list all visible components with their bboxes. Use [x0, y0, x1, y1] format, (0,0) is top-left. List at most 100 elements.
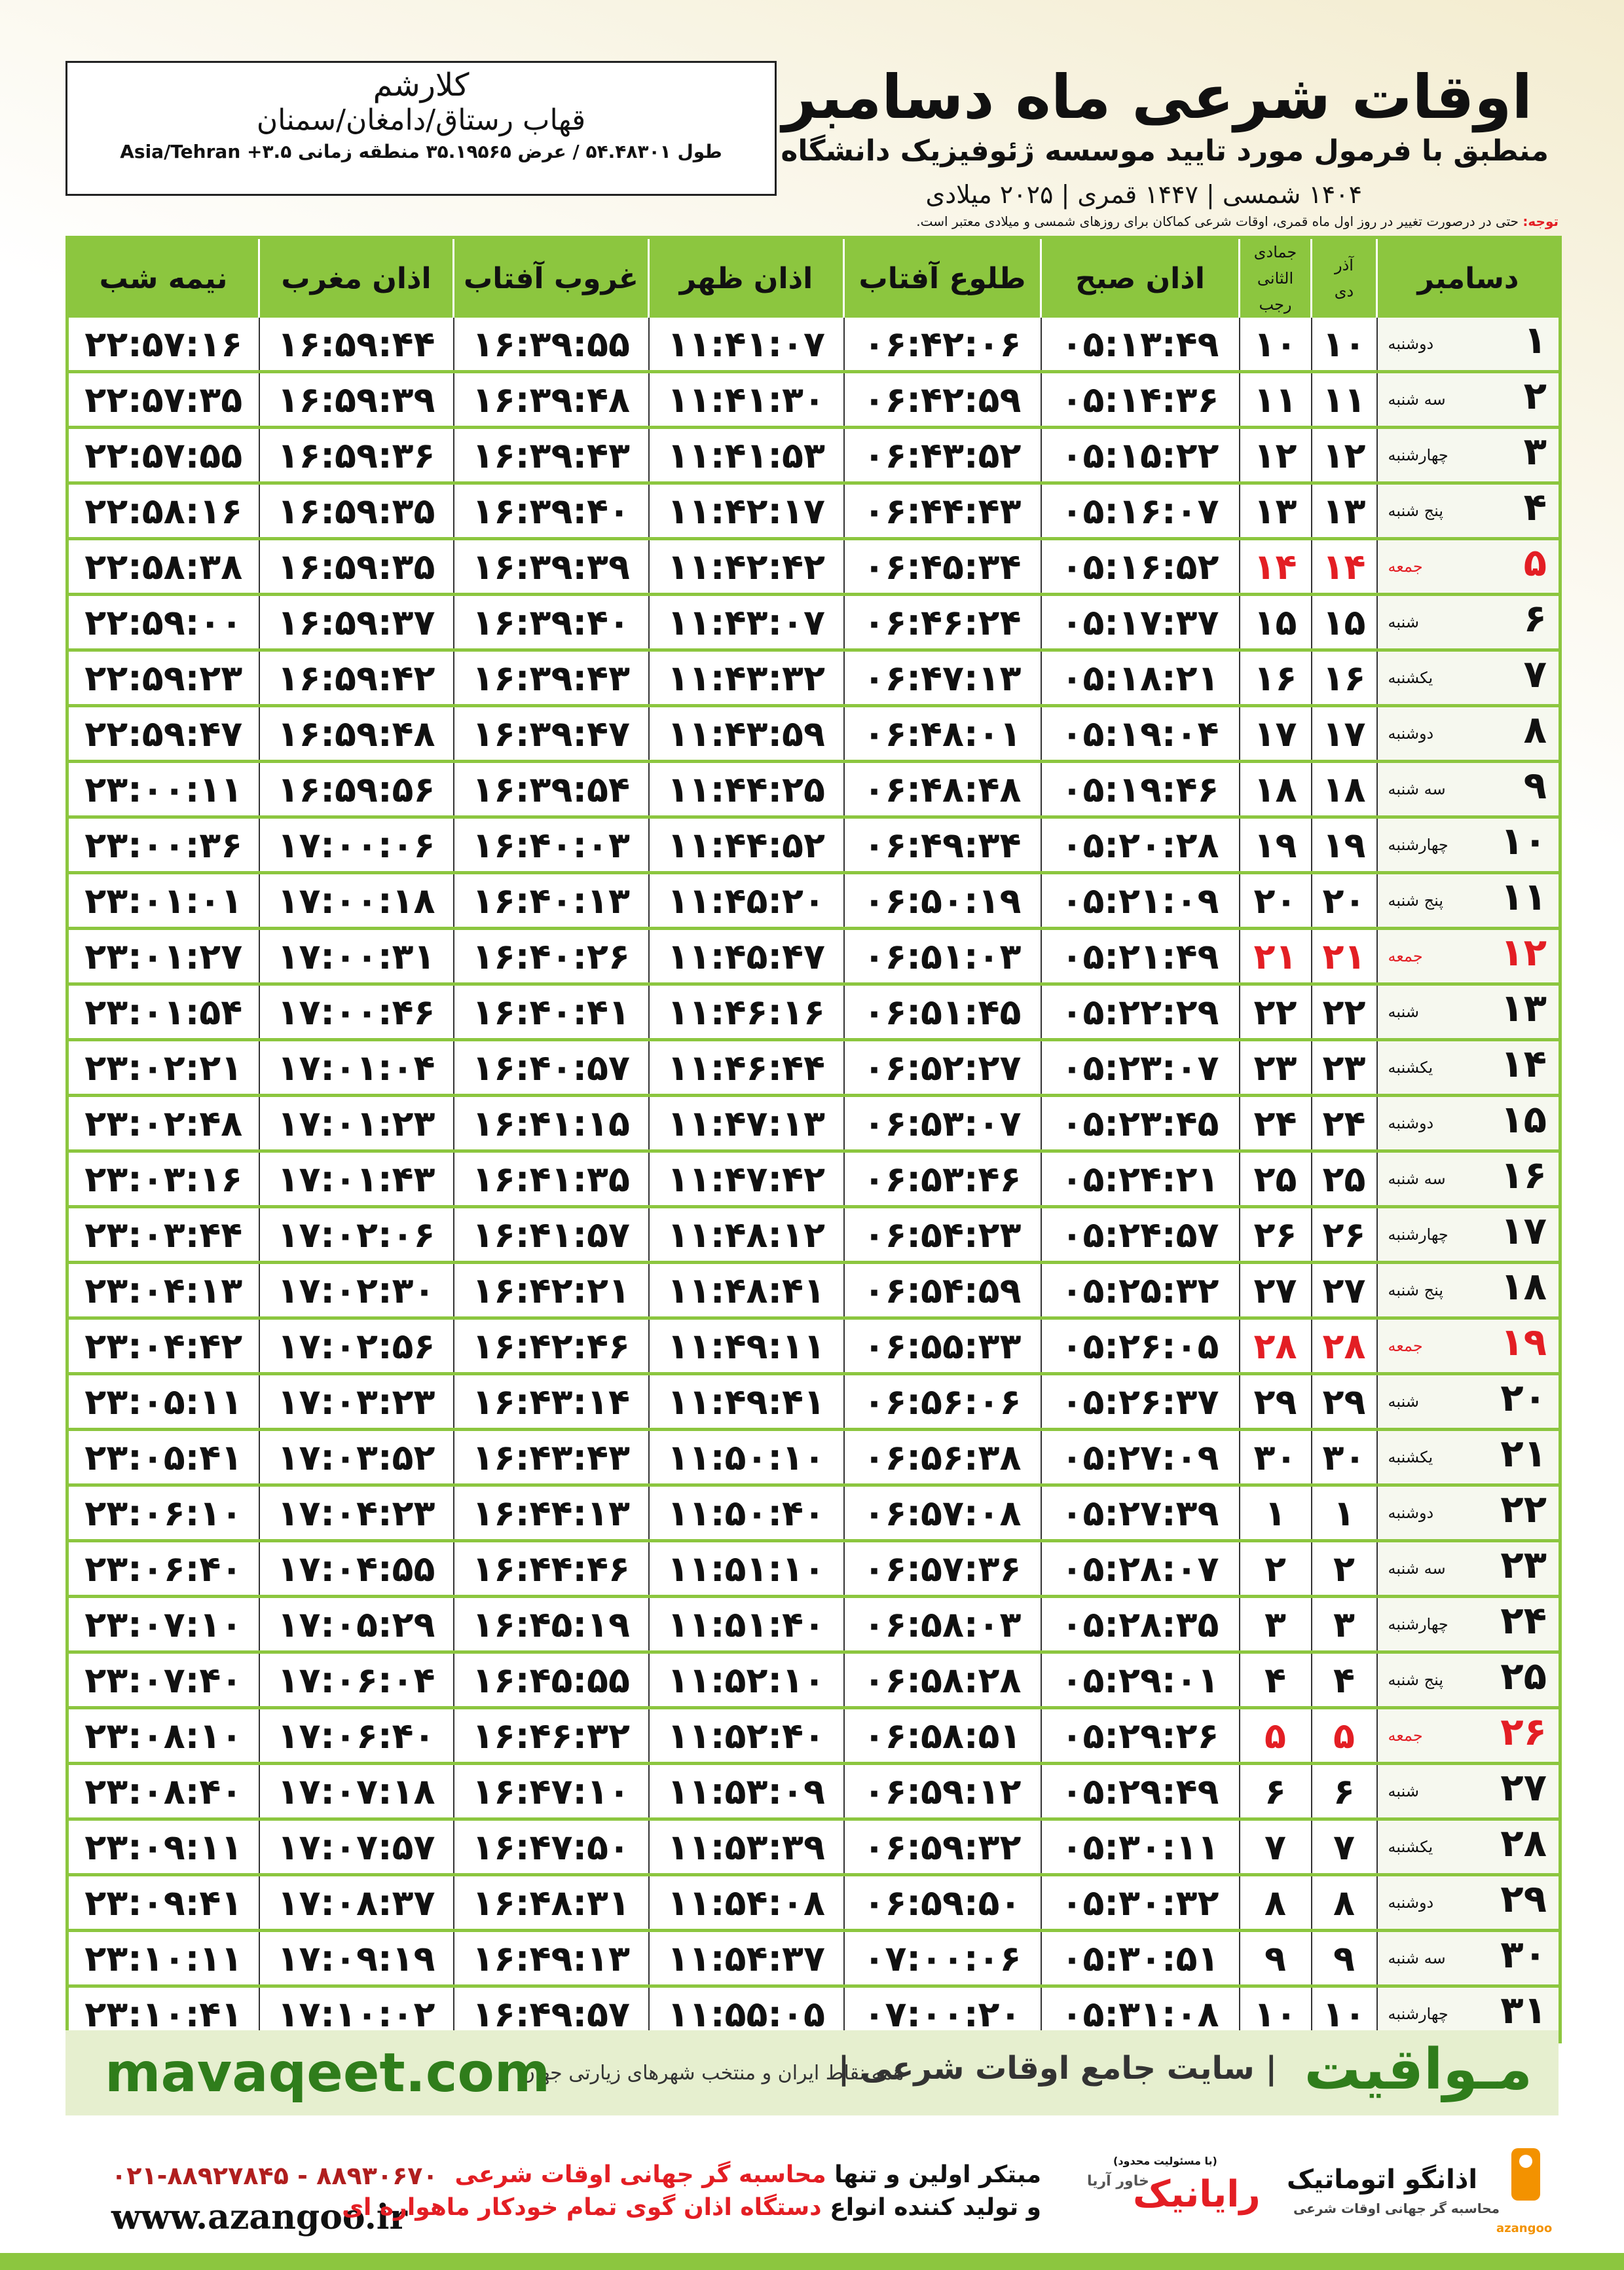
header-row: دسامبر آذر دی جمادی الثانی رجب اذان صبح طلوع آ… — [66, 237, 1560, 318]
time: ۱۱:۵۴:۰۸ — [648, 1874, 844, 1932]
weekday: چهارشنبه — [1388, 1225, 1449, 1244]
weekday: شنبه — [1388, 1782, 1419, 1800]
time: ۱۶:۳۹:۴۳ — [452, 650, 649, 707]
time: ۱۱:۵۳:۳۹ — [648, 1819, 844, 1876]
day-cell: ۲۱ یکشنبه — [1376, 1429, 1560, 1487]
time: ۱۶:۴۴:۱۳ — [452, 1485, 649, 1542]
time: ۰۵:۲۱:۴۹ — [1040, 928, 1240, 986]
row: ۱۴ یکشنبه ۲۳ ۲۳ ۰۵:۲۳:۰۷ ۰۶:۵۲:۲۷ ۱۱:۴۶:۴۴ ۱۶:۴… — [66, 1039, 1560, 1097]
time: ۰۵:۲۳:۰۷ — [1040, 1039, 1240, 1097]
weekday: یکشنبه — [1388, 1838, 1433, 1856]
time: ۲۳:۰۷:۱۰ — [66, 1596, 259, 1654]
day-cell: ۲۴ چهارشنبه — [1376, 1596, 1560, 1654]
time: ۱۷:۰۲:۳۰ — [258, 1262, 454, 1320]
day-number: ۲۱ — [1500, 1431, 1547, 1476]
time: ۱۷:۰۷:۵۷ — [258, 1819, 454, 1876]
time: ۱۷:۰۴:۵۵ — [258, 1540, 454, 1598]
weekday: یکشنبه — [1388, 1058, 1433, 1077]
time: ۱۱:۴۳:۵۹ — [648, 705, 844, 763]
shamsi-day: ۱ — [1310, 1485, 1377, 1542]
row: ۱۶ سه شنبه ۲۵ ۲۵ ۰۵:۲۴:۲۱ ۰۶:۵۳:۴۶ ۱۱:۴۷:۴۲ ۱۶:… — [66, 1151, 1560, 1208]
time: ۰۶:۴۸:۰۱ — [843, 705, 1041, 763]
time: ۱۶:۵۹:۳۶ — [258, 427, 454, 485]
time: ۱۱:۵۱:۱۰ — [648, 1540, 844, 1598]
time: ۰۵:۲۷:۳۹ — [1040, 1485, 1240, 1542]
time: ۱۶:۴۳:۱۴ — [452, 1373, 649, 1431]
hijri-day: ۱۹ — [1238, 817, 1312, 874]
time: ۱۶:۴۷:۵۰ — [452, 1819, 649, 1876]
day-cell: ۶ شنبه — [1376, 594, 1560, 652]
shamsi-day: ۲۹ — [1310, 1373, 1377, 1431]
time: ۱۱:۴۵:۲۰ — [648, 872, 844, 930]
time: ۱۱:۴۱:۳۰ — [648, 371, 844, 429]
day-cell: ۱۹ جمعه — [1376, 1318, 1560, 1375]
time: ۰۵:۱۴:۳۶ — [1040, 371, 1240, 429]
day-cell: ۸ دوشنبه — [1376, 705, 1560, 763]
time: ۰۵:۱۳:۴۹ — [1040, 318, 1240, 373]
hijri-day: ۱ — [1238, 1485, 1312, 1542]
hijri-day: ۲۶ — [1238, 1206, 1312, 1264]
weekday: دوشنبه — [1388, 724, 1434, 743]
time: ۱۷:۰۰:۱۸ — [258, 872, 454, 930]
time: ۱۱:۴۱:۵۳ — [648, 427, 844, 485]
day-number: ۳ — [1523, 429, 1547, 474]
time: ۰۶:۵۶:۰۶ — [843, 1373, 1041, 1431]
hijri-day: ۹ — [1238, 1930, 1312, 1988]
time: ۰۶:۴۳:۵۲ — [843, 427, 1041, 485]
hijri-day: ۳ — [1238, 1596, 1312, 1654]
time: ۱۷:۰۰:۰۶ — [258, 817, 454, 874]
dates: ۱۴۰۴ شمسی | ۱۴۴۷ قمری | ۲۰۲۵ میلادی — [925, 180, 1362, 209]
time: ۰۶:۵۸:۲۸ — [843, 1652, 1041, 1709]
col-header: دسامبر — [1376, 237, 1560, 318]
day-cell: ۱ دوشنبه — [1376, 318, 1560, 373]
time: ۰۵:۳۰:۵۱ — [1040, 1930, 1240, 1988]
col-header: غروب آفتاب — [452, 237, 649, 318]
time: ۲۲:۵۷:۳۵ — [66, 371, 259, 429]
note-label: توجه: — [1522, 214, 1559, 229]
shamsi-day: ۹ — [1310, 1930, 1377, 1988]
day-cell: ۲۵ پنج شنبه — [1376, 1652, 1560, 1709]
time: ۱۶:۵۹:۴۴ — [258, 318, 454, 373]
time: ۰۵:۱۶:۵۲ — [1040, 538, 1240, 596]
col-header: اذان صبح — [1040, 237, 1240, 318]
shamsi-day: ۲۲ — [1310, 984, 1377, 1041]
time: ۲۲:۵۸:۳۸ — [66, 538, 259, 596]
location-coords: طول ۵۴.۴۸۳۰۱ / عرض ۳۵.۱۹۵۶۵ منطقه زمانی … — [120, 141, 722, 162]
row: ۶ شنبه ۱۵ ۱۵ ۰۵:۱۷:۳۷ ۰۶:۴۶:۲۴ ۱۱:۴۳:۰۷ ۱۶:۳۹:۴… — [66, 594, 1560, 652]
time: ۲۳:۰۸:۴۰ — [66, 1763, 259, 1821]
time: ۲۳:۰۵:۱۱ — [66, 1373, 259, 1431]
day-number: ۱۵ — [1500, 1097, 1547, 1142]
hijri-day: ۲ — [1238, 1540, 1312, 1598]
shamsi-day: ۲۷ — [1310, 1262, 1377, 1320]
time: ۱۷:۰۱:۲۳ — [258, 1095, 454, 1153]
col-header-line: دی — [1334, 282, 1354, 301]
shamsi-day: ۸ — [1310, 1874, 1377, 1932]
time: ۱۶:۳۹:۵۵ — [452, 318, 649, 373]
time: ۱۶:۴۰:۰۳ — [452, 817, 649, 874]
day-number: ۲۹ — [1500, 1876, 1547, 1921]
day-number: ۲۶ — [1500, 1709, 1547, 1754]
time: ۱۶:۴۷:۱۰ — [452, 1763, 649, 1821]
shamsi-day: ۱۹ — [1310, 817, 1377, 874]
bottom-bar — [0, 2253, 1624, 2270]
row: ۲۲ دوشنبه ۱ ۱ ۰۵:۲۷:۳۹ ۰۶:۵۷:۰۸ ۱۱:۵۰:۴۰ ۱۶:۴۴:… — [66, 1485, 1560, 1542]
time: ۰۵:۲۳:۴۵ — [1040, 1095, 1240, 1153]
time: ۲۳:۰۷:۴۰ — [66, 1652, 259, 1709]
logo-sub: محاسبه گر جهانی اوقات شرعی — [1293, 2201, 1500, 2216]
time: ۰۶:۵۷:۰۸ — [843, 1485, 1041, 1542]
time: ۲۳:۰۳:۴۴ — [66, 1206, 259, 1264]
time: ۱۷:۰۶:۰۴ — [258, 1652, 454, 1709]
time: ۱۶:۴۵:۵۵ — [452, 1652, 649, 1709]
time: ۰۵:۲۹:۰۱ — [1040, 1652, 1240, 1709]
time: ۱۱:۴۶:۱۶ — [648, 984, 844, 1041]
time: ۰۶:۵۴:۲۳ — [843, 1206, 1041, 1264]
time: ۱۱:۴۸:۱۲ — [648, 1206, 844, 1264]
day-cell: ۲۸ یکشنبه — [1376, 1819, 1560, 1876]
row: ۷ یکشنبه ۱۶ ۱۶ ۰۵:۱۸:۲۱ ۰۶:۴۷:۱۳ ۱۱:۴۳:۳۲ ۱۶:۳۹… — [66, 650, 1560, 707]
time: ۰۵:۱۵:۲۲ — [1040, 427, 1240, 485]
time: ۱۱:۴۲:۴۲ — [648, 538, 844, 596]
time: ۱۱:۴۹:۱۱ — [648, 1318, 844, 1375]
time: ۱۷:۰۹:۱۹ — [258, 1930, 454, 1988]
time: ۱۷:۰۰:۳۱ — [258, 928, 454, 986]
time: ۰۶:۵۳:۴۶ — [843, 1151, 1041, 1208]
